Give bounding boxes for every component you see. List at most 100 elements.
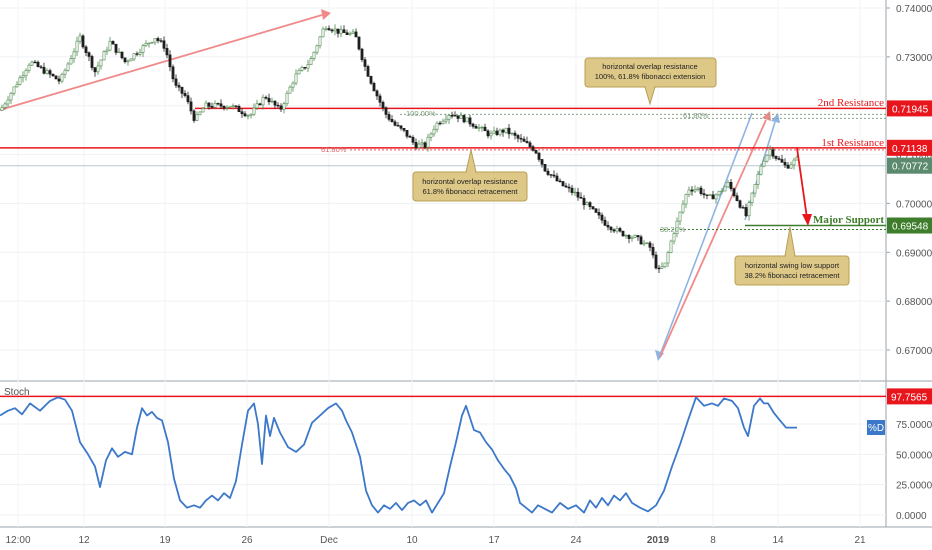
candle-body	[624, 234, 628, 237]
price-tag-major-support-bg	[887, 217, 932, 234]
callout-1-line-2: 100%, 61.8% fibonacci extension	[595, 72, 706, 81]
candle-body	[378, 95, 382, 103]
candle-body	[93, 67, 97, 73]
candle-body	[450, 115, 454, 117]
candle-body	[669, 240, 673, 253]
candle-body	[675, 220, 679, 234]
candle-body	[285, 92, 289, 104]
callout-3-line-1: horizontal swing low support	[745, 261, 840, 270]
candle-body	[123, 57, 127, 63]
candle-body	[390, 119, 394, 123]
candle-body	[786, 164, 790, 169]
price-tag-2nd-resistance-bg	[887, 100, 932, 117]
candle-body	[330, 29, 334, 32]
candle-body	[534, 150, 538, 154]
candle-body	[444, 118, 448, 122]
candle-body	[60, 73, 64, 82]
candle-body	[543, 164, 547, 172]
candle-body	[135, 53, 139, 55]
candle-body	[321, 28, 325, 38]
candle-body	[33, 61, 37, 64]
candle-body	[777, 158, 781, 160]
price-tag-current-bg	[887, 157, 932, 174]
candle-body	[165, 48, 169, 56]
candle-body	[87, 52, 91, 57]
candle-body	[537, 152, 541, 160]
candle-body	[261, 96, 265, 106]
candle-body	[306, 64, 310, 69]
candle-body	[591, 206, 595, 210]
candle-body	[303, 66, 307, 69]
candle-body	[15, 84, 19, 88]
candle-body	[783, 161, 787, 166]
candle-body	[252, 107, 256, 115]
price-tag-1st-resistance: 0.71138	[892, 144, 928, 155]
candle-body	[153, 38, 157, 43]
price-tag-current: 0.70772	[892, 162, 929, 173]
candle-body	[84, 46, 88, 53]
candle-body	[120, 51, 124, 59]
candle-body	[567, 186, 571, 189]
candle-body	[441, 120, 445, 124]
time-tick-label: 26	[241, 535, 253, 546]
candle-body	[174, 78, 178, 86]
candle-body	[690, 189, 694, 192]
candle-body	[258, 103, 262, 106]
candle-body	[528, 142, 532, 147]
candle-body	[351, 31, 355, 34]
stoch-legend-label: %D	[868, 423, 884, 434]
candle-body	[711, 194, 715, 200]
candle-body	[612, 229, 616, 232]
candle-body	[129, 58, 133, 62]
candle-body	[231, 105, 235, 108]
support-resistance-levels	[0, 107, 886, 231]
candle-body	[144, 43, 148, 46]
stoch-axis-labels: 75.0000 50.0000 25.0000 0.0000	[896, 420, 932, 522]
fib-label-61-8-retracement: 61.80%	[321, 145, 347, 154]
candle-body	[195, 114, 199, 121]
candle-body	[510, 132, 514, 135]
candle-body	[150, 41, 154, 44]
stoch-level-tag: 97.7565	[891, 392, 928, 403]
candle-body	[18, 77, 22, 85]
time-tick-label: Dec	[320, 535, 338, 546]
candle-body	[111, 40, 115, 45]
stoch-d-series	[0, 396, 797, 514]
callout-3-line-2: 38.2% fibonacci retracement	[744, 271, 840, 280]
candle-body	[495, 130, 499, 135]
candle-body	[147, 42, 151, 45]
candle-body	[24, 70, 28, 77]
candle-body	[234, 105, 238, 107]
candle-body	[105, 49, 109, 52]
candle-body	[75, 40, 79, 53]
time-tick-label: 19	[159, 535, 171, 546]
candle-body	[291, 82, 295, 88]
candle-body	[504, 127, 508, 133]
candle-body	[642, 242, 646, 245]
candle-body	[30, 61, 34, 66]
callout-retracement-resistance: horizontal overlap resistance 61.8% fibo…	[412, 149, 528, 202]
candle-body	[696, 187, 700, 190]
candle-body	[480, 126, 484, 129]
candle-body	[354, 31, 358, 38]
candle-body	[279, 105, 283, 110]
candle-body	[210, 106, 214, 108]
candle-body	[54, 75, 58, 80]
candle-body	[471, 123, 475, 127]
candle-body	[189, 101, 193, 112]
candle-body	[627, 234, 631, 239]
candle-body	[474, 126, 478, 129]
candle-body	[81, 35, 85, 48]
candle-body	[588, 202, 592, 207]
candle-body	[717, 190, 721, 196]
candle-body	[558, 180, 562, 183]
candle-body	[729, 182, 733, 190]
candle-body	[699, 187, 703, 194]
candle-body	[489, 132, 493, 137]
candle-body	[606, 225, 610, 228]
candle-body	[222, 105, 226, 109]
candle-body	[600, 214, 604, 221]
price-tag-2nd-resistance: 0.71945	[892, 104, 929, 115]
fib-label-100: 100.00%	[406, 109, 436, 118]
candle-body	[339, 29, 343, 34]
